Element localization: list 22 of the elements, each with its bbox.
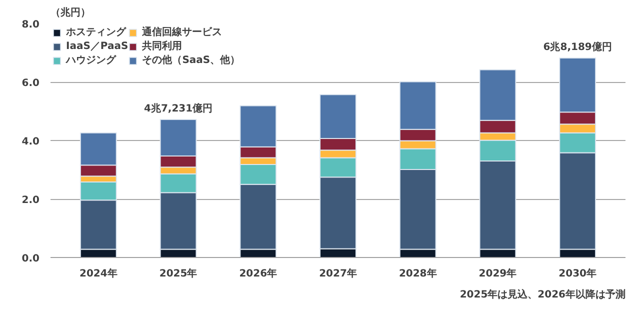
- x-tick-label: 2026年: [239, 268, 278, 280]
- legend-label: ハウジング: [66, 54, 116, 67]
- legend-label: 共同利用: [142, 40, 182, 53]
- x-tick-label: 2027年: [319, 268, 357, 280]
- legend-label: IaaS／PaaS: [66, 40, 128, 53]
- y-tick-label: 0.0: [22, 254, 40, 264]
- y-tick-label: 6.0: [22, 78, 40, 89]
- y-axis-title: （兆円）: [50, 6, 90, 18]
- y-tick-label: 4.0: [22, 136, 40, 148]
- x-tick-label: 2024年: [80, 268, 118, 280]
- annotation: 4兆7,231億円: [144, 102, 213, 114]
- legend-label: その他（SaaS、他）: [142, 54, 240, 67]
- x-tick-label: 2025年: [159, 268, 198, 280]
- legend-label: 通信回線サービス: [142, 26, 222, 39]
- x-tick-label: 2030年: [558, 268, 597, 280]
- legend-label: ホスティング: [66, 26, 126, 39]
- y-tick-label: 8.0: [22, 20, 40, 30]
- annotation: 6兆8,189億円: [543, 41, 612, 54]
- x-tick-label: 2029年: [478, 268, 517, 280]
- text: 2025年は見込、2026年以降は予測: [460, 288, 626, 300]
- x-tick-label: 2028年: [398, 268, 437, 280]
- y-tick-label: 2.0: [22, 195, 40, 206]
